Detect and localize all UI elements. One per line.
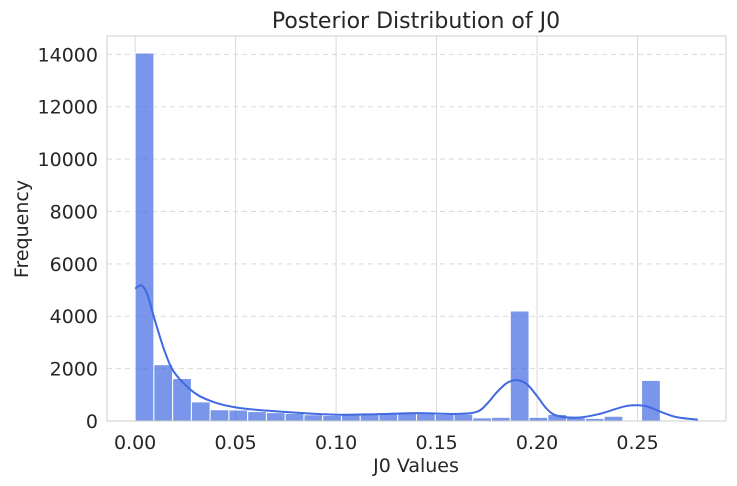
y-tick-label: 12000 <box>38 97 98 119</box>
histogram-bars <box>134 52 661 422</box>
plot-area <box>106 35 727 422</box>
x-tick-label: 0.10 <box>315 432 357 454</box>
histogram-bar <box>528 416 549 422</box>
histogram-bar <box>453 413 474 422</box>
y-tick-label: 6000 <box>50 254 98 276</box>
histogram-bar <box>509 310 530 422</box>
histogram-bar <box>209 409 230 422</box>
histogram-bar <box>134 52 155 422</box>
axes-frame <box>106 35 727 422</box>
y-tick-label: 14000 <box>38 44 98 66</box>
histogram-bar <box>265 412 286 422</box>
histogram-bar <box>190 401 211 422</box>
x-tick-label: 0.00 <box>114 432 156 454</box>
y-tick-label: 8000 <box>50 201 98 223</box>
x-axis-label: J0 Values <box>372 455 459 477</box>
histogram-bar <box>247 411 267 422</box>
x-tick-label: 0.20 <box>516 432 558 454</box>
histogram-bar <box>491 416 511 422</box>
gridlines <box>107 36 726 421</box>
histogram-bar <box>303 414 324 422</box>
chart-title: Posterior Distribution of J0 <box>272 9 560 34</box>
y-tick-label: 2000 <box>50 359 98 381</box>
histogram-bar <box>172 378 192 422</box>
x-tick-labels: 0.00 0.05 0.10 0.15 0.20 0.25 <box>114 432 659 454</box>
histogram-bar <box>641 379 661 422</box>
kde-curve <box>134 284 698 421</box>
x-tick-label: 0.15 <box>415 432 457 454</box>
histogram-bar <box>322 415 342 422</box>
histogram-bar <box>434 413 455 422</box>
histogram-bar <box>603 415 624 422</box>
y-tick-labels: 0 2000 4000 6000 8000 10000 12000 14000 <box>38 44 98 433</box>
y-axis-label: Frequency <box>11 180 33 278</box>
y-tick-label: 10000 <box>38 149 98 171</box>
histogram-bar <box>153 364 174 422</box>
histogram-bar <box>340 414 361 422</box>
histogram-bar <box>228 409 249 422</box>
y-tick-label: 4000 <box>50 306 98 328</box>
histogram-bar <box>284 412 305 422</box>
histogram-bar <box>416 413 436 422</box>
y-tick-label: 0 <box>86 411 98 433</box>
x-tick-label: 0.05 <box>214 432 256 454</box>
x-tick-label: 0.25 <box>616 432 658 454</box>
